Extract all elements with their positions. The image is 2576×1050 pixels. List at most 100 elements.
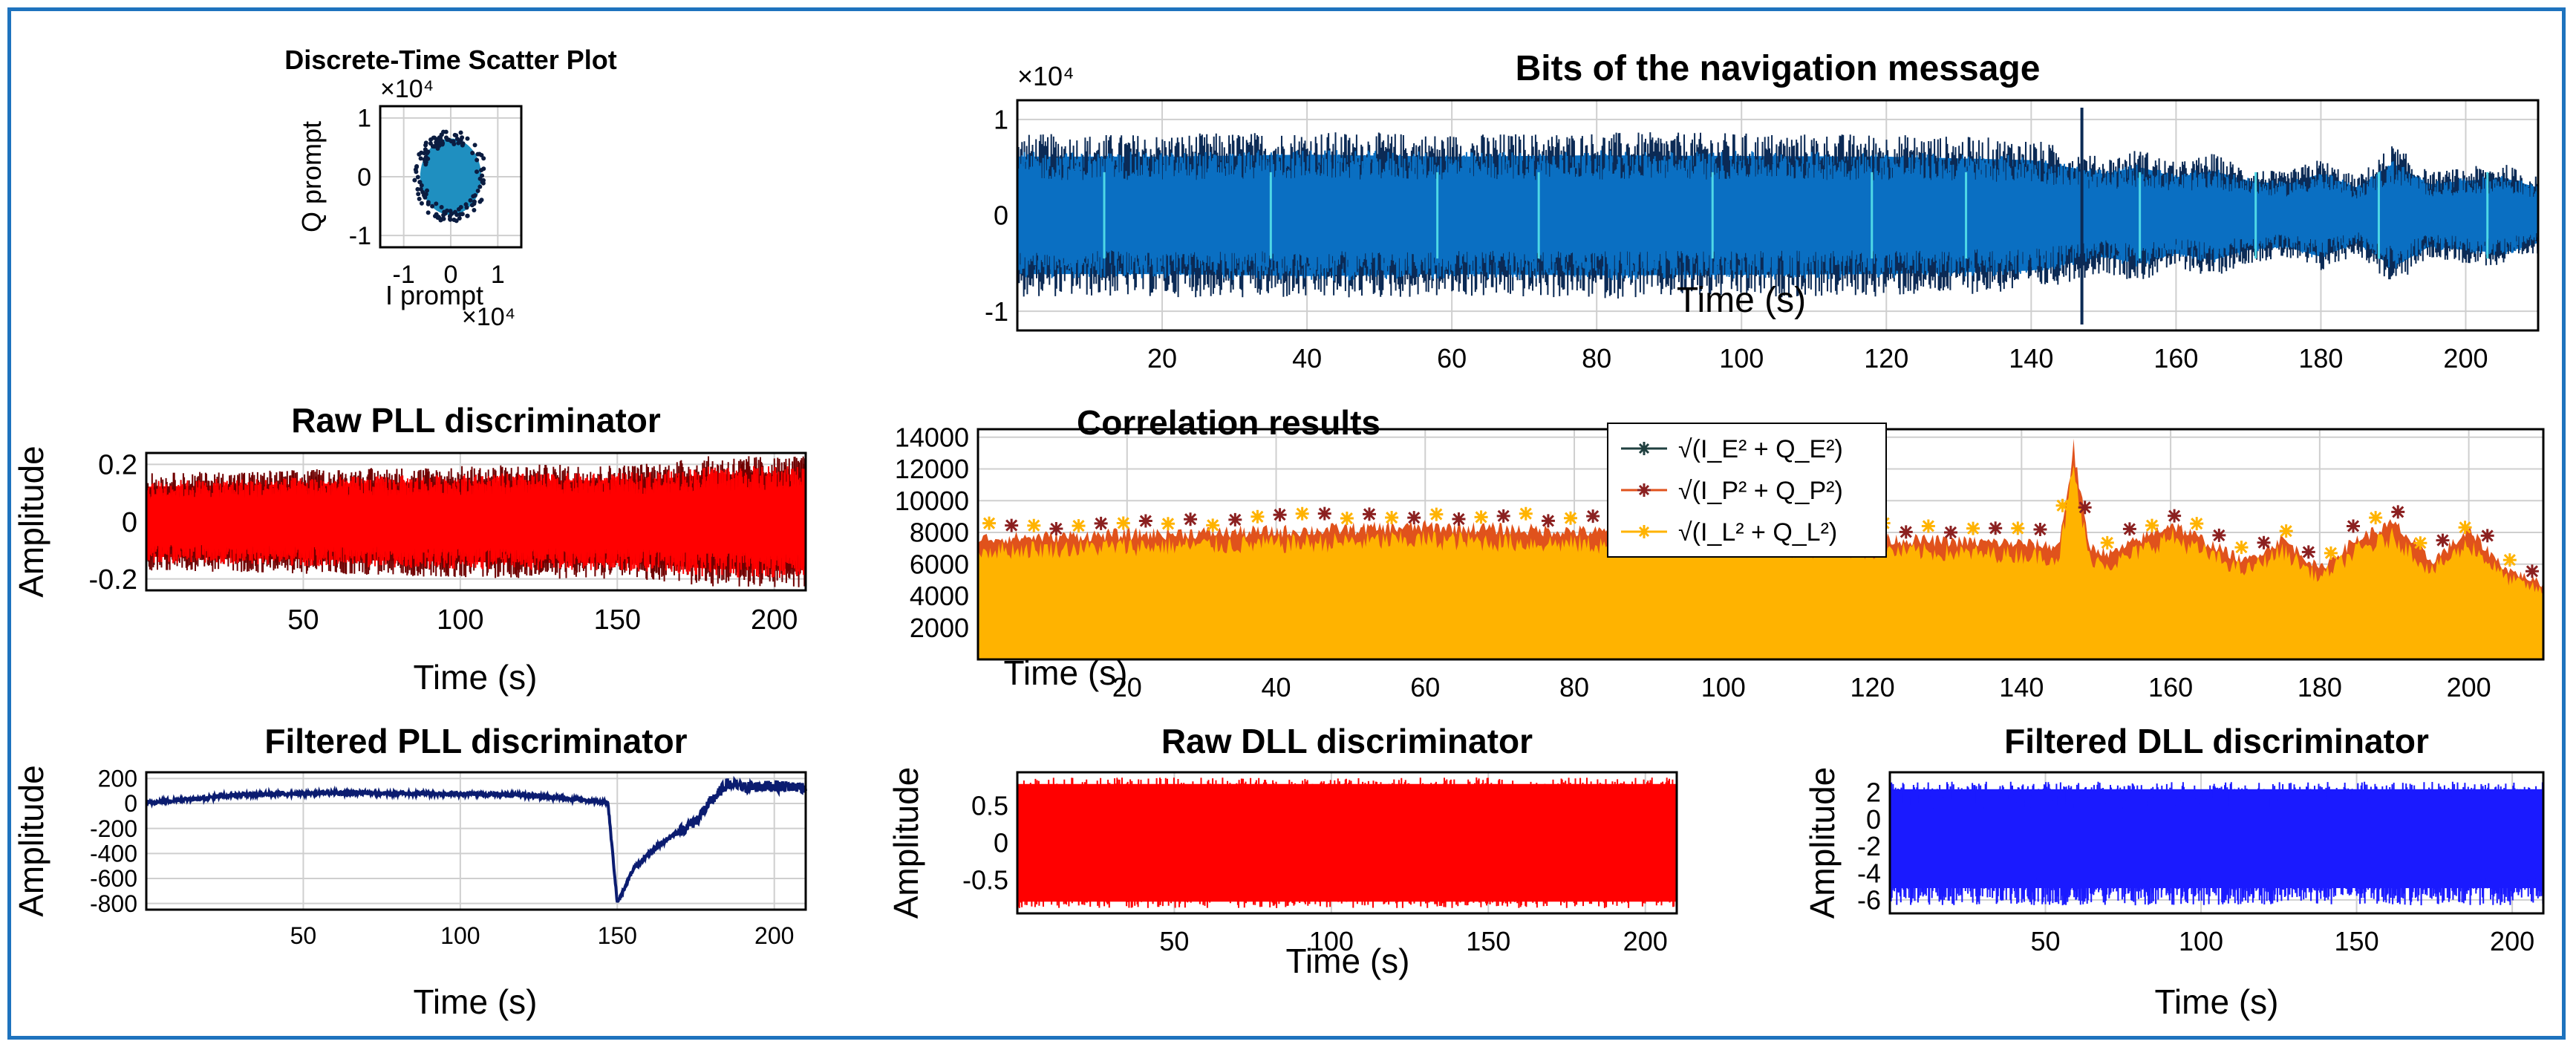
- rawdll-ytick-label: -0.5: [962, 865, 1008, 896]
- corr-marker: [1116, 516, 1130, 530]
- corr-marker: [1027, 518, 1041, 532]
- scatter-point: [443, 135, 449, 140]
- corr-marker: [1541, 514, 1555, 528]
- corr-marker: [1005, 518, 1019, 532]
- scatter-point: [420, 189, 425, 195]
- scatter-xtick-label: 0: [444, 261, 458, 289]
- scatter-point: [434, 140, 440, 145]
- nav-ytick-label: 0: [994, 200, 1008, 231]
- rawpll-xtick-label: 200: [751, 604, 798, 636]
- filtdll-axes-box: [1888, 771, 2545, 915]
- rawpll-title: Raw PLL discriminator: [291, 401, 661, 440]
- scatter-point: [477, 176, 483, 181]
- rawpll-ytick-label: 0: [122, 507, 137, 538]
- nav-ytick-label: 1: [994, 104, 1008, 134]
- corr-marker: [2413, 536, 2427, 550]
- corr-marker: [1072, 519, 1086, 533]
- corr-marker: [2122, 522, 2136, 536]
- rawpll-ytick-label: -0.2: [89, 564, 137, 596]
- corr-marker: [1273, 508, 1287, 522]
- scatter-point: [475, 169, 480, 175]
- corr-marker: [2055, 498, 2070, 512]
- scatter-point: [472, 208, 477, 213]
- scatter-point: [437, 135, 443, 140]
- scatter-point: [423, 143, 428, 148]
- corr-ytick-label: 8000: [910, 518, 969, 548]
- rawdll-ylabel: Amplitude: [887, 767, 925, 919]
- scatter-point: [458, 130, 463, 135]
- filtpll-ytick-label: 0: [124, 790, 137, 817]
- scatter-point: [475, 157, 480, 163]
- rawdll-title: Raw DLL discriminator: [1161, 722, 1533, 760]
- corr-legend-label: √(I_E² + Q_E²): [1678, 435, 1843, 463]
- filtdll-ytick-label: -2: [1857, 831, 1881, 861]
- scatter-point: [417, 151, 422, 157]
- corr-marker: [1138, 514, 1152, 528]
- corr-ytick-label: 2000: [910, 613, 969, 643]
- scatter-point: [453, 209, 458, 215]
- corr-marker: [982, 516, 997, 530]
- corr-marker: [1921, 519, 1935, 533]
- scatter-ytick-label: 0: [357, 163, 371, 192]
- scatter-point: [424, 188, 429, 193]
- scatter-point: [428, 141, 433, 146]
- rawpll-xtick-label: 50: [287, 604, 319, 636]
- scatter-point: [465, 213, 470, 218]
- corr-marker: [2301, 545, 2315, 559]
- scatter-point: [425, 149, 431, 154]
- scatter-xtick-label: -1: [393, 261, 415, 289]
- corr-marker: [1474, 510, 1488, 524]
- corr-marker: [2011, 521, 2025, 535]
- filtpll-ytick-label: -600: [90, 865, 137, 892]
- filtdll-xtick-label: 100: [2179, 926, 2223, 956]
- corr-marker: [1943, 525, 1957, 539]
- rawpll-series: [146, 456, 806, 587]
- filtdll-series: [1889, 781, 2544, 906]
- scatter-point: [430, 203, 435, 209]
- corr-legend-marker: [1637, 442, 1651, 455]
- scatter-chart: -1 0 1 1 0 -1 Discrete-Time Scatter Plot I prom…: [284, 45, 617, 331]
- corr-marker: [1496, 509, 1510, 523]
- scatter-point: [417, 196, 422, 201]
- scatter-point: [425, 200, 431, 205]
- corr-marker: [1317, 506, 1331, 521]
- nav-ytick-label: -1: [985, 296, 1008, 327]
- corr-ytick-label: 14000: [895, 422, 969, 452]
- filtdll-xtick-label: 50: [2031, 926, 2061, 956]
- corr-marker: [1452, 512, 1466, 526]
- corr-marker: [1429, 507, 1444, 521]
- scatter-point: [457, 216, 462, 221]
- filtpll-grid: [146, 772, 806, 910]
- filtpll-xtick-label: 200: [754, 922, 794, 949]
- filtpll-chart: 50 100 150 2002000-200-400-600-800Filtered …: [12, 722, 807, 1021]
- corr-marker: [2100, 535, 2114, 550]
- scatter-point: [423, 193, 428, 198]
- corr-marker: [2145, 518, 2159, 532]
- rawdll-xtick-label: 150: [1466, 926, 1510, 956]
- rawdll-ytick-label: 0: [994, 828, 1008, 858]
- corr-marker: [1363, 507, 1376, 521]
- corr-marker: [2190, 517, 2204, 531]
- corr-legend-label: √(I_L² + Q_L²): [1678, 518, 1837, 547]
- scatter-point: [454, 218, 459, 224]
- scatter-point: [457, 140, 462, 145]
- scatter-point: [418, 156, 423, 161]
- corr-marker: [1049, 522, 1063, 535]
- nav-series: [1017, 108, 2539, 325]
- nav-xtick-label: 120: [1864, 343, 1908, 374]
- nav-xtick-label: 20: [1147, 343, 1177, 374]
- rawpll-trace-inner: [146, 466, 806, 578]
- corr-xlabel: Time (s): [1004, 653, 1128, 692]
- nav-xtick-label: 180: [2298, 343, 2343, 374]
- corr-marker: [1250, 509, 1265, 524]
- rawpll-axes-box: [145, 451, 807, 592]
- nav-xtick-label: 200: [2443, 343, 2488, 374]
- scatter-point: [436, 215, 441, 220]
- corr-late-area: [978, 465, 2543, 659]
- nav-xtick-label: 160: [2153, 343, 2198, 374]
- nav-xtick-label: 140: [2009, 343, 2053, 374]
- scatter-point: [416, 192, 421, 197]
- scatter-point: [439, 205, 444, 210]
- scatter-point: [434, 201, 439, 206]
- scatter-point: [423, 160, 428, 165]
